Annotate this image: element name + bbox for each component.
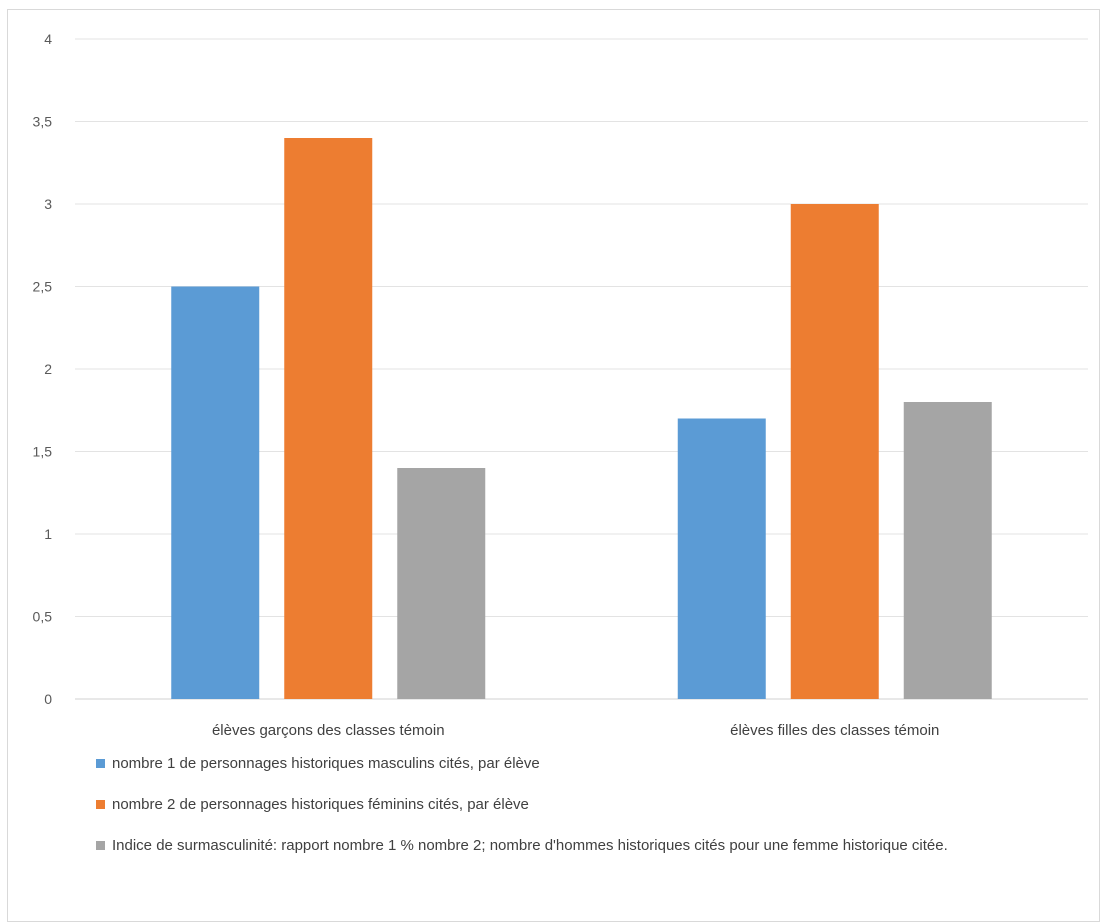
legend-swatch-series-1	[96, 759, 105, 768]
y-tick-label: 3	[44, 196, 52, 212]
legend-item-series-3: Indice de surmasculinité: rapport nombre…	[96, 834, 1076, 857]
legend-swatch-series-3	[96, 841, 105, 850]
legend-item-series-1: nombre 1 de personnages historiques masc…	[96, 752, 1076, 775]
y-tick-label: 2	[44, 361, 52, 377]
y-tick-label: 4	[44, 31, 52, 47]
legend-label-series-2: nombre 2 de personnages historiques fémi…	[112, 796, 529, 813]
y-tick-label: 1,5	[33, 444, 53, 460]
legend-item-series-2: nombre 2 de personnages historiques fémi…	[96, 793, 1076, 816]
x-category-label: élèves garçons des classes témoin	[212, 722, 445, 739]
legend-label-series-3: Indice de surmasculinité: rapport nombre…	[112, 837, 948, 854]
legend-swatch-series-2	[96, 800, 105, 809]
x-axis-categories: élèves garçons des classes témoin élèves …	[212, 722, 939, 739]
bar-series-1-1	[171, 286, 260, 699]
legend: nombre 1 de personnages historiques masc…	[96, 752, 1076, 875]
bar-series-2-1	[284, 138, 373, 699]
y-axis-ticks: 0 0,5 1 1,5 2 2,5 3 3,5 4	[33, 31, 53, 707]
bar-series-2-2	[790, 204, 879, 699]
y-tick-label: 3,5	[33, 114, 53, 130]
y-tick-label: 2,5	[33, 279, 53, 295]
legend-label-series-1: nombre 1 de personnages historiques masc…	[112, 755, 540, 772]
bar-series-3-1	[397, 468, 486, 699]
y-tick-label: 0,5	[33, 609, 53, 625]
x-category-label: élèves filles des classes témoin	[730, 722, 939, 739]
bar-series-1-2	[677, 418, 766, 699]
bar-series-3-2	[903, 402, 992, 699]
bars	[171, 138, 992, 699]
y-tick-label: 1	[44, 526, 52, 542]
y-tick-label: 0	[44, 691, 52, 707]
